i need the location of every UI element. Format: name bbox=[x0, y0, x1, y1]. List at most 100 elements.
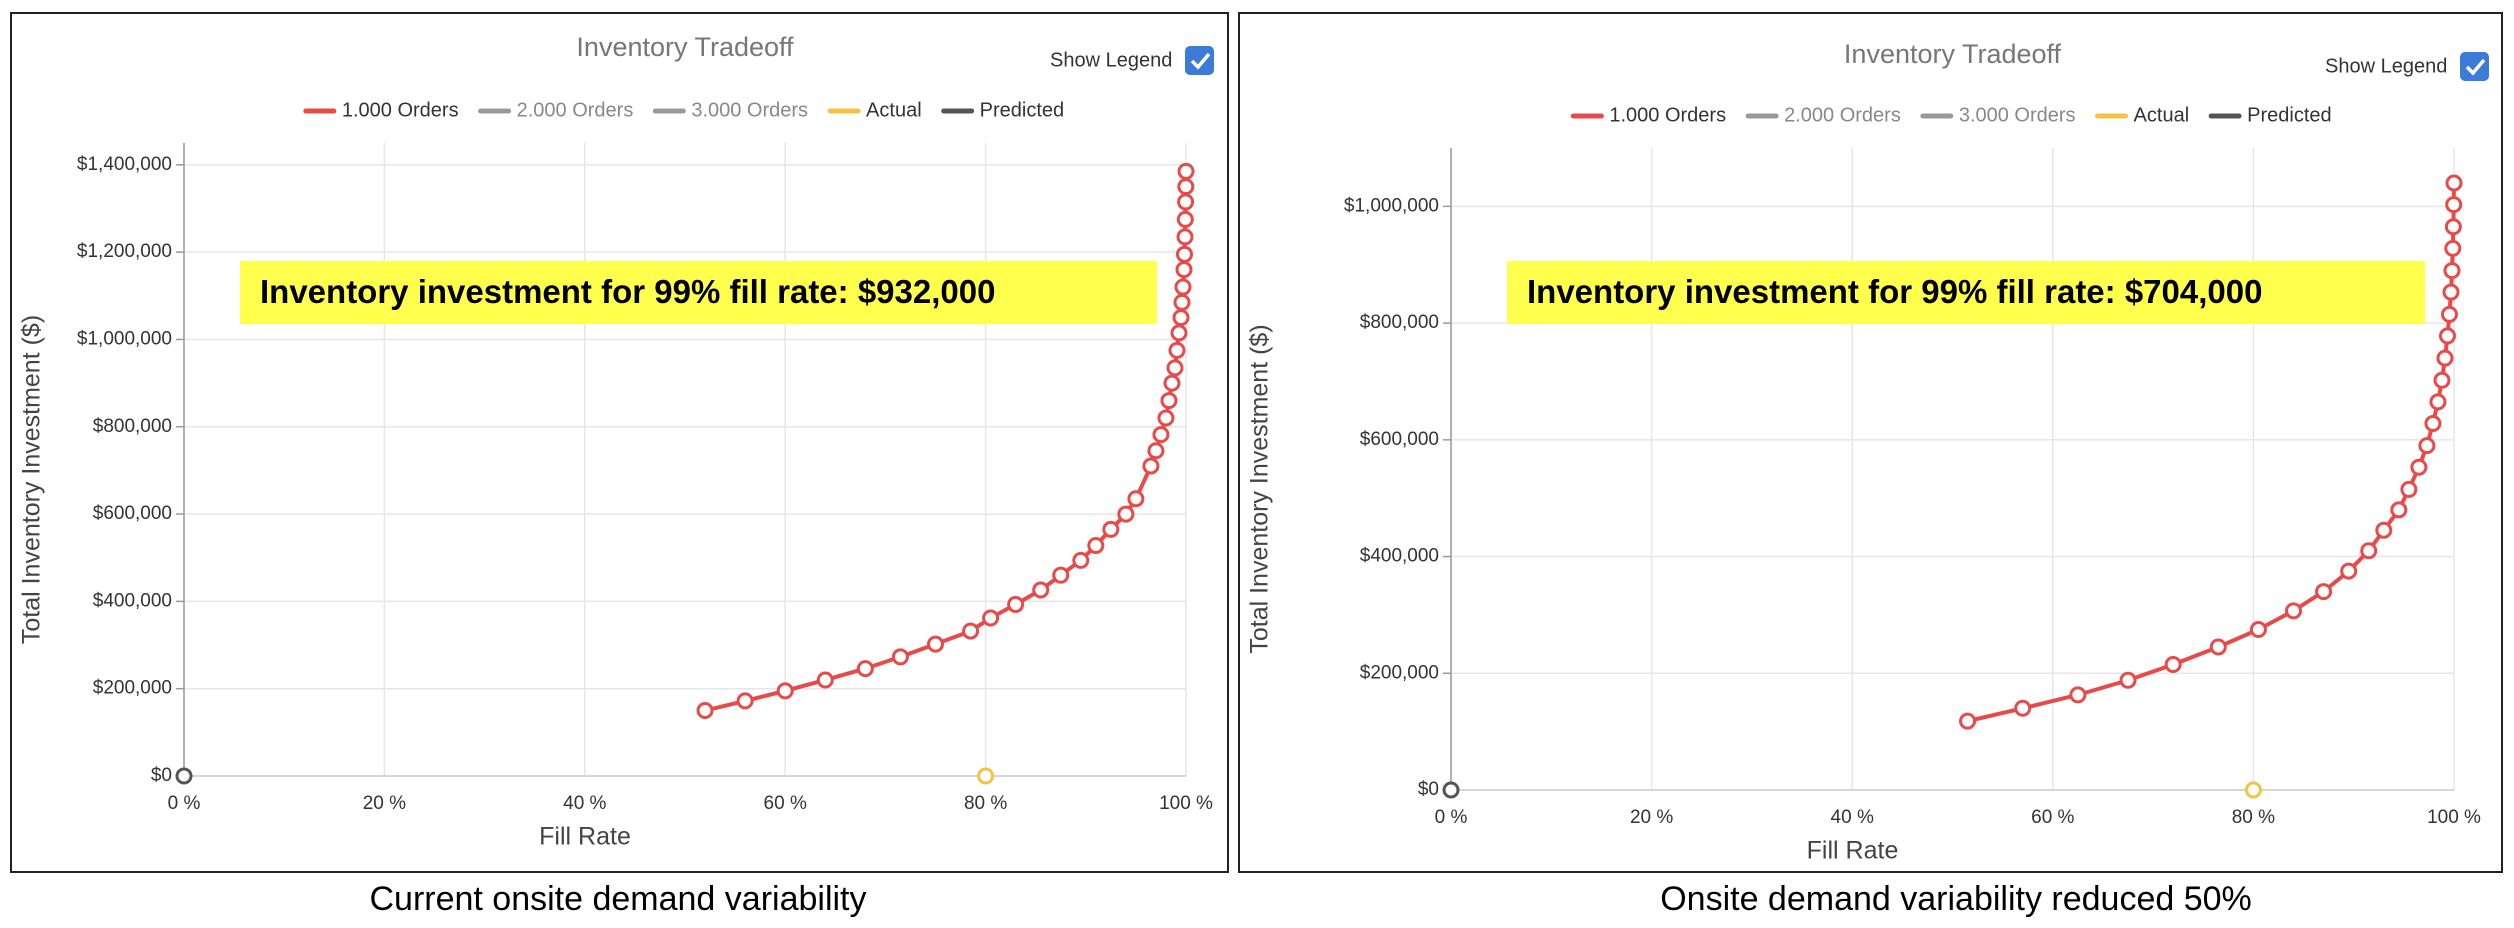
data-point bbox=[1127, 490, 1145, 508]
data-point bbox=[696, 702, 714, 720]
data-point bbox=[1157, 409, 1175, 427]
legend-item[interactable]: Actual bbox=[827, 99, 922, 121]
y-axis-title: Total Inventory Investment ($) bbox=[18, 315, 46, 644]
legend-label: 1.000 Orders bbox=[1609, 104, 1726, 126]
data-point bbox=[1052, 566, 1070, 584]
legend-item[interactable]: Predicted bbox=[2208, 104, 2332, 126]
data-point bbox=[1959, 712, 1977, 730]
y-tick-label: $400,000 bbox=[93, 590, 172, 611]
data-point bbox=[1166, 359, 1184, 377]
data-point bbox=[1177, 178, 1195, 196]
legend-label: Actual bbox=[866, 99, 922, 121]
legend-label: 1.000 Orders bbox=[342, 99, 459, 121]
legend-item[interactable]: Predicted bbox=[941, 99, 1065, 121]
data-point bbox=[1147, 442, 1165, 460]
data-point bbox=[2014, 699, 2032, 717]
data-point bbox=[2400, 480, 2418, 498]
data-point bbox=[1170, 324, 1188, 342]
data-point bbox=[776, 682, 794, 700]
legend: 1.000 Orders 2.000 Orders 3.000 Orders Actu… bbox=[303, 99, 1065, 121]
data-point bbox=[2436, 349, 2454, 367]
legend-item[interactable]: 2.000 Orders bbox=[1745, 104, 1901, 126]
checkbox-box bbox=[2460, 52, 2489, 81]
data-point bbox=[2375, 521, 2393, 539]
data-point bbox=[2069, 686, 2087, 704]
data-point bbox=[1176, 210, 1194, 228]
data-point bbox=[1152, 426, 1170, 444]
x-tick-label: 60 % bbox=[764, 793, 807, 814]
data-point bbox=[962, 622, 980, 640]
data-point bbox=[1172, 309, 1190, 327]
x-axis-title: Fill Rate bbox=[539, 823, 631, 851]
chart-title: Inventory Tradeoff bbox=[1844, 39, 2062, 69]
y-tick-label: $600,000 bbox=[93, 503, 172, 524]
legend-label: Predicted bbox=[2247, 104, 2332, 126]
data-point bbox=[816, 671, 834, 689]
annotation-text: Inventory investment for 99% fill rate: … bbox=[1527, 273, 2262, 310]
x-tick-label: 0 % bbox=[1435, 807, 1468, 828]
panel-border bbox=[1238, 12, 2503, 873]
caption: Onsite demand variability reduced 50% bbox=[1660, 880, 2252, 918]
data-point bbox=[1163, 374, 1181, 392]
x-tick-label: 80 % bbox=[964, 793, 1007, 814]
data-point bbox=[1442, 781, 1460, 799]
data-point bbox=[2315, 583, 2333, 601]
data-point bbox=[1177, 193, 1195, 211]
data-point bbox=[2438, 327, 2456, 345]
data-point bbox=[1175, 261, 1193, 279]
checkbox-check bbox=[1190, 52, 1211, 70]
data-point bbox=[2445, 174, 2463, 192]
legend-item[interactable]: 3.000 Orders bbox=[652, 99, 808, 121]
data-point bbox=[175, 767, 193, 785]
legend-label: 2.000 Orders bbox=[517, 99, 634, 121]
data-point bbox=[1102, 520, 1120, 538]
legend-toggle-checkbox[interactable] bbox=[1185, 46, 1214, 75]
panel-border bbox=[10, 12, 1229, 873]
data-point bbox=[1142, 457, 1160, 475]
data-point bbox=[1177, 162, 1195, 180]
x-tick-label: 20 % bbox=[363, 793, 406, 814]
checkbox-box bbox=[1185, 46, 1214, 75]
x-axis-title: Fill Rate bbox=[1807, 837, 1899, 865]
legend-item[interactable]: 3.000 Orders bbox=[1920, 104, 2076, 126]
legend-toggle-label: Show Legend bbox=[1050, 49, 1172, 71]
legend-toggle-checkbox[interactable] bbox=[2460, 52, 2489, 81]
data-point bbox=[856, 660, 874, 678]
x-tick-label: 80 % bbox=[2232, 807, 2275, 828]
legend-item[interactable]: 1.000 Orders bbox=[303, 99, 459, 121]
y-tick-label: $200,000 bbox=[1360, 662, 1439, 683]
x-tick-label: 20 % bbox=[1630, 807, 1673, 828]
chart-panel: Inventory Tradeoff Show Legend 0 % 20 % 40 %… bbox=[10, 12, 1229, 873]
y-tick-label: $600,000 bbox=[1360, 429, 1439, 450]
data-point bbox=[1173, 293, 1191, 311]
legend-item[interactable]: 2.000 Orders bbox=[478, 99, 634, 121]
data-point bbox=[2360, 542, 2378, 560]
y-tick-label: $200,000 bbox=[93, 678, 172, 699]
legend-item[interactable]: 1.000 Orders bbox=[1570, 104, 1726, 126]
data-point bbox=[1160, 392, 1178, 410]
data-point bbox=[1072, 551, 1090, 569]
data-point bbox=[977, 767, 995, 785]
legend-item[interactable]: Actual bbox=[2095, 104, 2190, 126]
y-tick-label: $800,000 bbox=[1360, 312, 1439, 333]
x-tick-label: 40 % bbox=[1831, 807, 1874, 828]
data-point bbox=[1176, 228, 1194, 246]
legend-toggle-label: Show Legend bbox=[2325, 55, 2447, 77]
data-point bbox=[2440, 305, 2458, 323]
annotation-box bbox=[1507, 261, 2425, 324]
data-point bbox=[1087, 537, 1105, 555]
legend-label: 2.000 Orders bbox=[1784, 104, 1901, 126]
data-point bbox=[927, 635, 944, 653]
chart-panel: Inventory Tradeoff Show Legend 0 % 20 % 40 %… bbox=[1238, 12, 2503, 873]
x-tick-label: 60 % bbox=[2031, 807, 2074, 828]
x-tick-label: 40 % bbox=[563, 793, 606, 814]
data-point bbox=[2443, 262, 2461, 280]
legend-label: Predicted bbox=[980, 99, 1065, 121]
y-tick-label: $1,000,000 bbox=[77, 328, 172, 349]
data-point bbox=[1175, 245, 1193, 263]
data-point bbox=[2340, 562, 2358, 580]
data-point bbox=[2244, 781, 2262, 799]
data-point bbox=[2433, 371, 2451, 389]
